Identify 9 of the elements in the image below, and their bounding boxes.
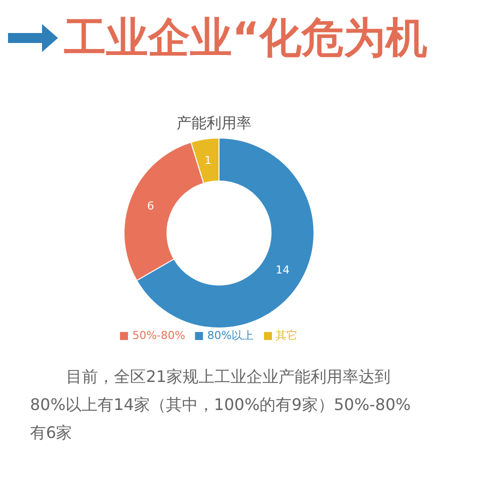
chart-title: 工业企业“化危为机 [64, 12, 428, 64]
data-label: 14 [276, 263, 290, 276]
legend-label: 50%-80% [132, 329, 186, 342]
data-label: 6 [147, 200, 154, 213]
chart-subtitle: 产能利用率 [176, 114, 252, 133]
data-label: 1 [204, 154, 212, 167]
legend-label: 其它 [276, 329, 298, 342]
legend-label: 80%以上 [207, 329, 254, 342]
text: 目前，全区21家规上工业企业产能利用率达到80%以上有14家（其中，100%的有9家）50%-80%有6家 [30, 366, 412, 444]
